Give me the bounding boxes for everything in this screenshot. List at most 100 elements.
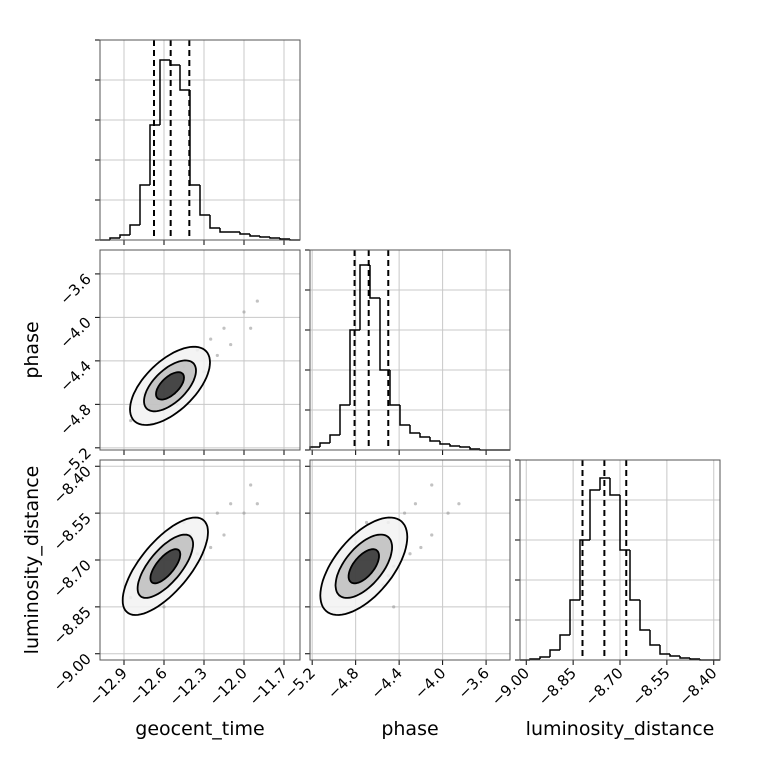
hist-bin (389, 370, 400, 406)
hist-bin (559, 634, 570, 650)
sample-point (222, 326, 226, 330)
panel (305, 249, 511, 455)
hist-bin (249, 234, 260, 237)
y-tick-label: −4.8 (56, 400, 94, 438)
sample-point (392, 605, 396, 609)
y-tick-label: −9.00 (50, 650, 95, 695)
panel (95, 39, 301, 245)
hist-bin (409, 425, 420, 434)
y-tick-label: −8.85 (50, 603, 95, 648)
panel-border (99, 249, 301, 451)
hist-bin (549, 649, 560, 657)
sample-point (249, 326, 253, 330)
y-axis-label: luminosity_distance (21, 466, 43, 655)
x-tick-label: −9.00 (488, 664, 533, 709)
sample-point (430, 533, 434, 537)
x-axis-label: phase (381, 718, 438, 740)
y-tick-label: −8.55 (50, 509, 95, 554)
hist-bin (539, 656, 550, 659)
sample-point (255, 502, 259, 506)
x-tick-label: −12.0 (206, 664, 251, 709)
y-tick-label: −8.70 (50, 556, 95, 601)
x-tick-label: −12.3 (166, 664, 211, 709)
hist-bin (259, 236, 270, 238)
hist-bin (399, 405, 410, 426)
hist-bin (199, 185, 210, 216)
hist-bin (579, 539, 590, 600)
panel-border (99, 459, 301, 661)
hist-bin (449, 444, 460, 447)
sample-point (209, 337, 213, 341)
hist-bin (329, 434, 340, 443)
sample-point (229, 342, 233, 347)
hist-bin (589, 489, 600, 540)
hist-bin (569, 599, 580, 635)
hist-bin (379, 298, 390, 371)
sample-point (255, 299, 259, 303)
hist-bin (469, 447, 480, 450)
sample-point (129, 419, 133, 423)
hist-bin (209, 215, 220, 229)
y-axis-label: phase (21, 321, 43, 378)
hist-bin (349, 329, 360, 405)
hist-bin (109, 237, 120, 240)
contour (155, 371, 185, 401)
y-tick-label: −4.4 (56, 357, 94, 395)
x-tick-label: −8.55 (628, 664, 673, 709)
y-tick-label: −3.6 (56, 270, 94, 308)
panel: −5.2−4.8−4.4−4.0−3.6 (56, 249, 301, 482)
hist-bin (159, 59, 170, 125)
x-tick-label: −4.0 (411, 664, 449, 702)
panel-border (309, 459, 511, 661)
hist-bin (609, 478, 620, 496)
hist-bin (269, 237, 280, 239)
hist-bin (419, 433, 430, 438)
sample-point (222, 533, 226, 537)
sample-point (430, 483, 434, 487)
hist-bin (149, 124, 160, 185)
sample-point (402, 511, 407, 515)
hist-bin (669, 654, 680, 657)
sample-point (229, 502, 233, 506)
x-tick-label: −4.8 (324, 664, 362, 702)
contour (347, 548, 380, 585)
hist-bin (659, 645, 670, 655)
panel-border (519, 459, 721, 661)
hist-bin (429, 437, 440, 442)
hist-bin (459, 446, 470, 448)
sample-point (209, 545, 213, 550)
x-axis-label: luminosity_distance (526, 718, 715, 740)
hist-bin (219, 228, 230, 233)
x-tick-label: −8.70 (582, 664, 627, 709)
panel: −9.00 −8.85 −8.70 −8.55 −8.40 (488, 459, 721, 709)
sample-point (215, 353, 219, 358)
hist-bin (129, 224, 140, 235)
sample-point (408, 552, 412, 556)
sample-point (215, 511, 219, 515)
sample-point (457, 502, 461, 506)
hist-bin (239, 232, 250, 235)
sample-point (249, 483, 253, 487)
x-axis-label: geocent_time (135, 718, 264, 740)
sample-point (162, 605, 166, 609)
sample-point (446, 511, 450, 515)
panel: −5.2−4.8−4.4−4.0−3.6 (281, 459, 511, 703)
sample-point (242, 310, 246, 314)
panel-frame (310, 250, 510, 450)
panel-border (99, 39, 301, 241)
x-tick-label: −12.9 (86, 664, 131, 709)
hist-bin (319, 442, 330, 447)
hist-bin (689, 658, 700, 660)
panel-border (309, 249, 511, 451)
hist-bin (679, 656, 690, 659)
hist-bin (279, 238, 290, 240)
sample-point (364, 520, 369, 525)
hist-bin (139, 184, 150, 225)
hist-bin (599, 477, 610, 490)
hist-bin (359, 264, 370, 330)
hist-bin (639, 600, 650, 631)
hist-bin (179, 65, 190, 91)
sample-point (242, 511, 246, 515)
hist-bin (339, 404, 350, 435)
